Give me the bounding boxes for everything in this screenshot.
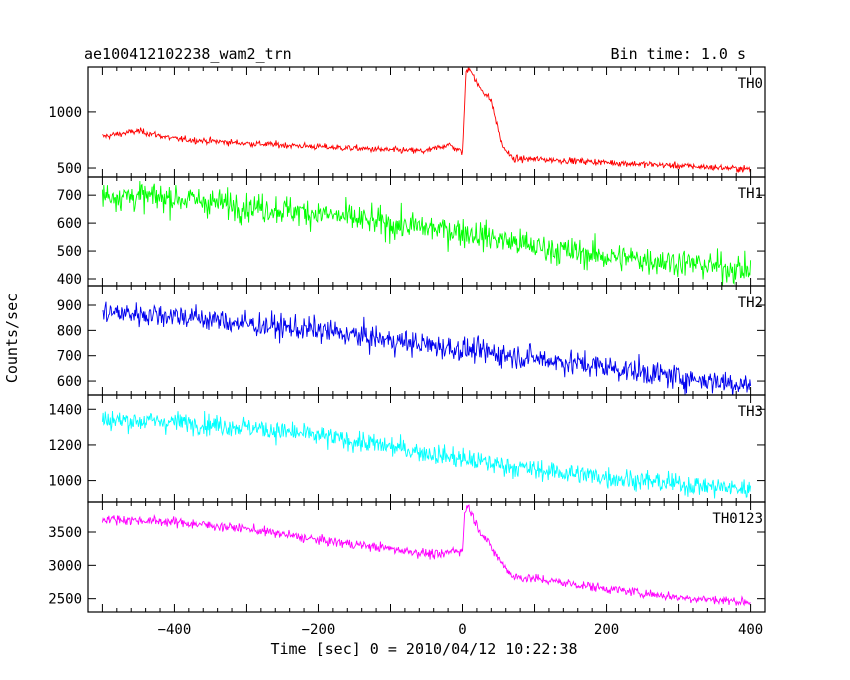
- y-tick-label: 400: [57, 272, 82, 288]
- series-line-th2: [102, 301, 752, 395]
- chart-title: ae100412102238_wam2_trn: [84, 45, 292, 63]
- panel-label-th3: TH3: [738, 404, 763, 420]
- y-tick-label: 1400: [48, 402, 82, 418]
- panel-th0: 500 1000 TH0: [48, 66, 766, 178]
- panel-label-th1: TH1: [738, 186, 763, 202]
- bin-time-label: Bin time: 1.0 s: [611, 45, 746, 63]
- y-tick-label: 900: [57, 298, 82, 314]
- x-tick-label: 0: [458, 622, 466, 638]
- y-tick-label: 500: [57, 244, 82, 260]
- panel-frame: [87, 501, 766, 613]
- panel-th2: 600 700 800 900 TH2: [57, 285, 766, 396]
- y-tick-label: 3500: [48, 525, 82, 541]
- panel-frame: [87, 394, 766, 503]
- y-tick-label: 1000: [48, 105, 82, 121]
- y-tick-label: 3000: [48, 558, 82, 574]
- series-line-th0: [102, 67, 752, 174]
- panel-label-th2: TH2: [738, 295, 763, 311]
- panel-th3: 1000 1200 1400 TH3: [48, 394, 766, 503]
- panel-th0123: 2500 3000 3500 TH0123: [48, 501, 766, 613]
- x-tick-label: −200: [302, 622, 336, 638]
- series-line-th0123: [101, 504, 751, 607]
- series-line-th1: [101, 181, 752, 286]
- panel-th1: 400 500 600 700 TH1: [57, 176, 766, 288]
- x-tick-label: 200: [594, 622, 619, 638]
- panels-group: 500 1000 TH0 400 500 600 700 TH1 600 700 800 900 TH2…: [48, 66, 766, 638]
- y-axis-label: Counts/sec: [3, 293, 21, 383]
- panel-frame: [87, 176, 766, 287]
- panel-label-th0123: TH0123: [712, 511, 763, 527]
- y-tick-label: 700: [57, 188, 82, 204]
- panel-frame: [87, 66, 766, 178]
- series-line-th3: [101, 410, 752, 499]
- y-tick-label: 2500: [48, 592, 82, 608]
- y-tick-label: 600: [57, 216, 82, 232]
- x-tick-label: 400: [738, 622, 763, 638]
- panel-label-th0: TH0: [738, 76, 763, 92]
- y-tick-label: 600: [57, 374, 82, 390]
- y-tick-label: 1200: [48, 438, 82, 454]
- y-tick-label: 1000: [48, 474, 82, 490]
- x-tick-label: −400: [158, 622, 192, 638]
- y-tick-label: 800: [57, 323, 82, 339]
- y-tick-label: 700: [57, 349, 82, 365]
- y-tick-label: 500: [57, 161, 82, 177]
- x-axis-label: Time [sec] 0 = 2010/04/12 10:22:38: [270, 640, 577, 658]
